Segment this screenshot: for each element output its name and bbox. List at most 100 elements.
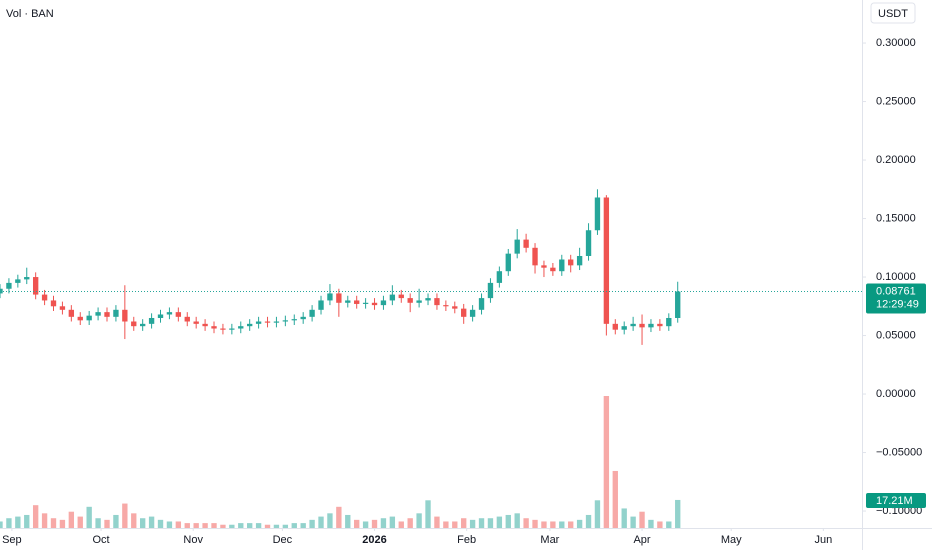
volume-bar <box>122 503 128 528</box>
volume-bar <box>0 521 3 528</box>
y-tick-label: 0.05000 <box>876 329 916 341</box>
candle-body <box>443 305 449 307</box>
volume-bar <box>648 519 654 528</box>
candle-body <box>220 328 226 330</box>
candle-body <box>140 323 146 327</box>
candle-body <box>612 323 618 330</box>
currency-button[interactable] <box>870 2 916 24</box>
volume-bar <box>541 521 547 528</box>
candle-body <box>122 309 128 322</box>
volume-bar <box>140 518 146 528</box>
candle-body <box>532 247 538 266</box>
candle-body <box>380 300 387 306</box>
volume-bar <box>585 514 592 528</box>
volume-bar <box>380 518 387 528</box>
candle-body <box>6 282 12 289</box>
candle-body <box>434 298 440 306</box>
x-tick-label: Jun <box>814 534 832 546</box>
candle-body <box>469 309 476 317</box>
volume-bar <box>211 523 217 528</box>
volume-bar <box>166 521 173 528</box>
candle-body <box>648 323 654 328</box>
volume-bar <box>131 513 137 528</box>
volume-bar <box>612 470 618 528</box>
candle-body <box>541 265 547 268</box>
volume-bar <box>24 514 30 528</box>
candle-body <box>157 314 164 318</box>
candle-body <box>247 323 253 327</box>
volume-bar <box>568 521 574 528</box>
volume-bar <box>443 521 449 528</box>
y-tick-label: 0.15000 <box>876 212 916 224</box>
volume-bar <box>461 518 467 528</box>
candle-body <box>345 300 351 303</box>
candle-body <box>238 326 244 329</box>
candle-body <box>478 298 485 310</box>
x-tick-label: Feb <box>457 534 476 546</box>
candle-body <box>202 323 208 327</box>
volume-bar <box>273 524 280 528</box>
candle-body <box>95 312 101 316</box>
y-tick-label: 0.00000 <box>876 388 916 400</box>
volume-bar <box>603 396 610 528</box>
x-tick-label: Mar <box>540 534 559 546</box>
volume-bar <box>576 519 583 528</box>
volume-bar <box>15 516 21 528</box>
volume-bar <box>247 523 253 528</box>
candle-body <box>264 321 271 323</box>
volume-bar <box>300 523 306 528</box>
volume-bar <box>505 514 511 528</box>
candle-body <box>184 316 190 322</box>
volume-bar <box>59 519 66 528</box>
currency-label[interactable]: USDT <box>878 8 908 20</box>
candle-body <box>371 302 378 306</box>
candle-body <box>603 197 610 324</box>
x-tick-label: Dec <box>273 534 293 546</box>
candle-body <box>461 308 467 317</box>
last-volume-box <box>866 492 926 508</box>
candle-body <box>282 320 289 322</box>
candle-body <box>0 288 3 294</box>
candle-body <box>425 298 431 301</box>
volume-bar <box>220 524 226 528</box>
x-tick-label: May <box>721 534 742 546</box>
volume-bar <box>630 516 636 528</box>
candle-body <box>621 326 627 330</box>
candle-body <box>496 271 503 283</box>
volume-bar <box>50 518 57 528</box>
volume-bar <box>255 523 262 528</box>
last-price-box <box>866 283 926 314</box>
y-tick-label: 0.25000 <box>876 95 916 107</box>
volume-bar <box>666 521 672 528</box>
candle-body <box>585 230 592 256</box>
candle-body <box>407 298 413 303</box>
candle-body <box>166 312 173 315</box>
volume-bar <box>318 516 324 528</box>
candle-body <box>291 319 297 321</box>
volume-bar <box>157 519 164 528</box>
candle-body <box>362 302 369 304</box>
candle-body <box>514 239 520 254</box>
volume-bar <box>229 524 235 528</box>
countdown-label: 12:29:49 <box>876 298 919 310</box>
candle-body <box>175 312 182 317</box>
candle-body <box>550 267 556 272</box>
candle-body <box>68 309 75 317</box>
candle-body <box>255 321 262 324</box>
x-tick-label: Apr <box>633 534 650 546</box>
candle-body <box>398 294 404 299</box>
volume-bar <box>657 521 663 528</box>
candle-body <box>318 300 324 310</box>
candle-body <box>41 294 48 301</box>
candle-body <box>389 294 396 301</box>
volume-bar <box>550 521 556 528</box>
volume-bar <box>6 518 12 528</box>
volume-bar <box>264 524 271 528</box>
candle-body <box>639 323 645 328</box>
volume-bar <box>389 516 396 528</box>
candle-body <box>657 323 663 327</box>
candle-body <box>32 277 39 295</box>
volume-bar <box>398 521 404 528</box>
y-tick-label: 0.10000 <box>876 271 916 283</box>
